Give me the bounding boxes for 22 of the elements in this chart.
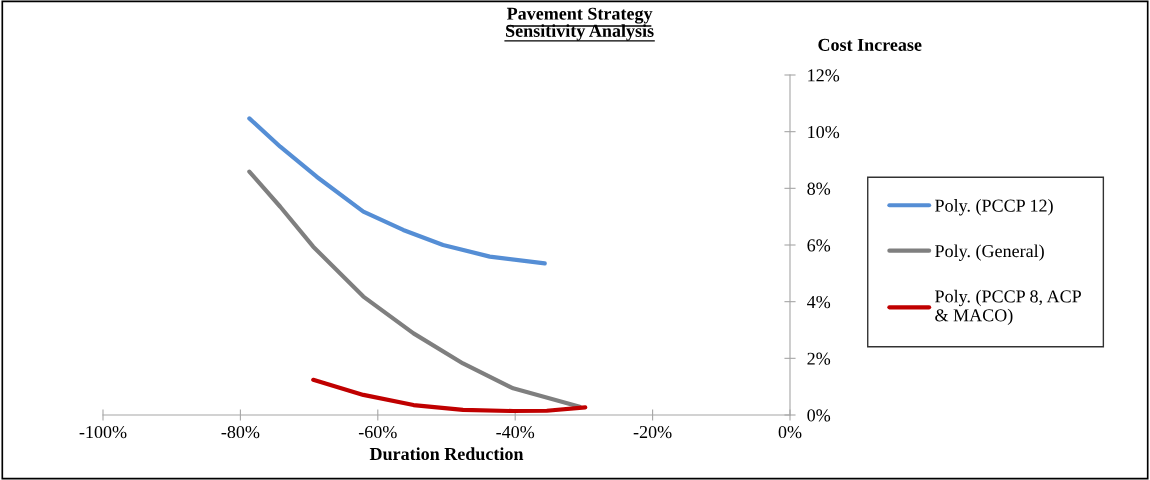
y-tick-label: 0% [807, 409, 831, 422]
legend-label: Poly. (PCCP 8, ACP & MACO) [935, 289, 1081, 326]
y-tick-label: 4% [807, 295, 831, 309]
y-axis-title: Cost Increase [818, 38, 922, 51]
legend-label: Poly. (PCCP 12) [935, 199, 1053, 216]
x-tick-label: 0% [778, 425, 802, 439]
y-tick-label: 2% [807, 352, 831, 365]
x-axis-title: Duration Reduction [369, 447, 524, 461]
line-series [311, 377, 588, 414]
legend-label: Poly. (General) [935, 244, 1044, 261]
x-tick-label: -100% [79, 425, 127, 439]
x-tick-label: -20% [633, 425, 672, 439]
y-tick-label: 12% [808, 69, 840, 82]
chart-title: Pavement Strategy Sensitivity Analysis [506, 7, 654, 41]
x-tick-label: -40% [496, 425, 535, 439]
line-series [247, 116, 547, 266]
x-tick-label: -60% [358, 425, 397, 439]
y-tick-label: 8% [807, 182, 831, 195]
y-tick-label: 6% [807, 239, 831, 252]
y-tick-label: 10% [808, 125, 840, 139]
line-series [247, 169, 582, 409]
x-tick-label: -80% [221, 425, 260, 439]
